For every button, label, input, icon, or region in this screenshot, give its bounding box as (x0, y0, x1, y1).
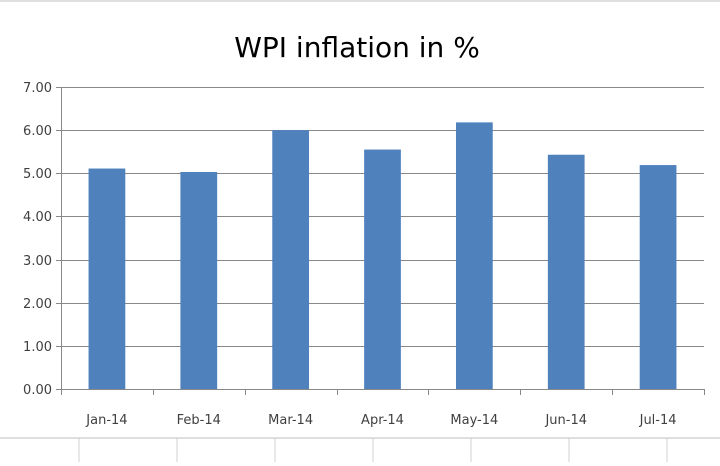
y-tick-label: 1.00 (23, 340, 52, 355)
y-tick-label: 2.00 (23, 297, 52, 312)
y-tick-label: 7.00 (23, 81, 52, 96)
axes (56, 87, 705, 395)
x-tick-label: May-14 (450, 413, 498, 428)
y-tick-label: 5.00 (23, 167, 52, 182)
x-tick-label: Jun-14 (544, 413, 587, 428)
x-tick-label: Jul-14 (639, 413, 677, 428)
x-tick-labels: Jan-14 Feb-14 Mar-14 Apr-14 May-14 Jun-14 Jul-… (85, 413, 676, 428)
bar-jan-14 (88, 168, 126, 389)
bar-may-14 (455, 122, 493, 390)
x-tick-label: Feb-14 (177, 413, 221, 428)
bar-jun-14 (547, 154, 585, 389)
y-tick-label: 0.00 (23, 383, 52, 398)
bar-mar-14 (272, 130, 310, 389)
bar-jul-14 (639, 165, 677, 389)
bars (88, 122, 677, 390)
bar-apr-14 (364, 149, 401, 389)
y-tick-label: 3.00 (23, 254, 52, 269)
y-tick-label: 4.00 (23, 210, 52, 225)
y-tick-label: 6.00 (23, 124, 52, 139)
x-tick-label: Mar-14 (268, 413, 313, 428)
bar-feb-14 (180, 171, 218, 389)
x-tick-label: Jan-14 (85, 413, 127, 428)
chart-title: WPI inflation in % (234, 31, 480, 64)
y-tick-labels: 0.00 1.00 2.00 3.00 4.00 5.00 6.00 7.00 (23, 81, 52, 398)
x-tick-label: Apr-14 (361, 413, 404, 428)
